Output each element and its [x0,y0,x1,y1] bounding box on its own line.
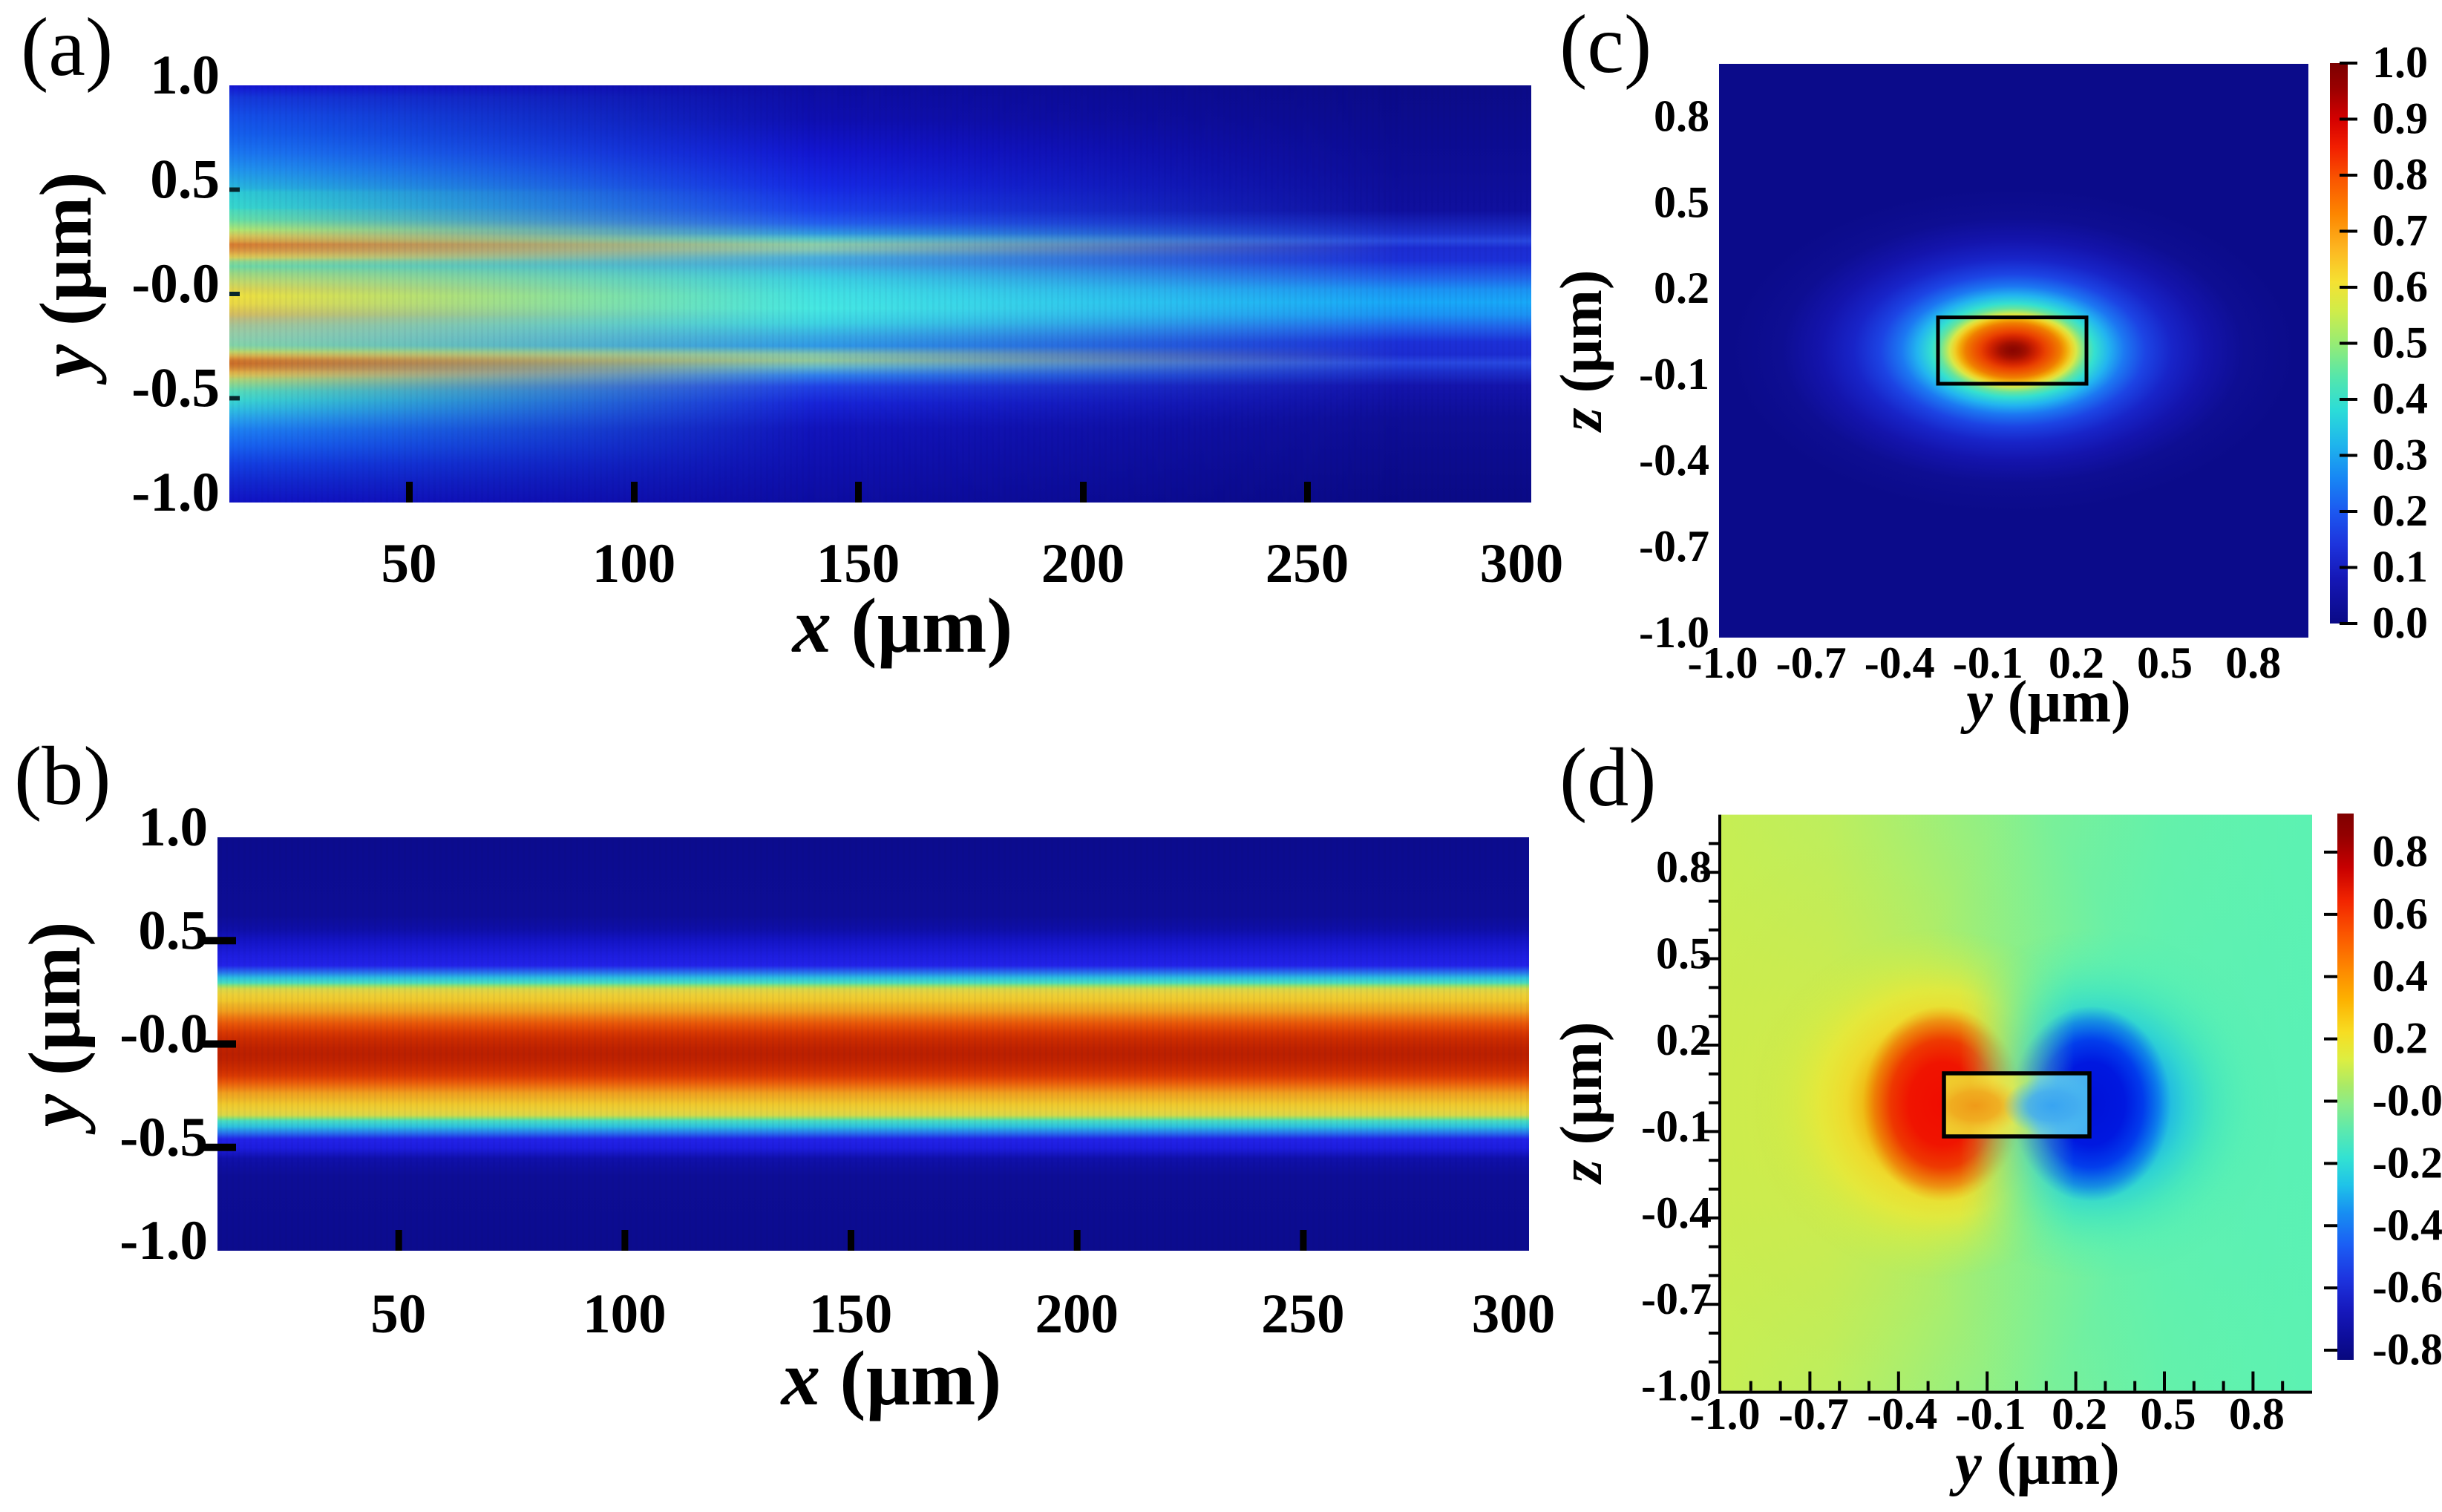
svg-text:0.5: 0.5 [2141,1390,2196,1439]
svg-text:1.0: 1.0 [2372,38,2428,87]
svg-text:0.1: 0.1 [2372,543,2428,592]
svg-text:0.4: 0.4 [2372,952,2428,1001]
svg-text:-0.8: -0.8 [2372,1325,2442,1374]
svg-text:0.5: 0.5 [1654,177,1709,226]
svg-text:-1.0: -1.0 [1641,1361,1712,1410]
svg-text:-0.0: -0.0 [2372,1076,2442,1125]
svg-text:x (µm): x (µm) [780,1335,1002,1421]
svg-text:250: 250 [1266,533,1349,595]
svg-text:0.2: 0.2 [1656,1015,1712,1064]
svg-text:y (µm): y (µm) [13,922,96,1136]
svg-text:-0.5: -0.5 [120,1107,208,1168]
svg-text:-0.1: -0.1 [1639,350,1709,399]
svg-text:0.3: 0.3 [2372,431,2428,480]
svg-text:150: 150 [816,533,900,595]
svg-text:-0.2: -0.2 [2372,1138,2442,1187]
svg-text:300: 300 [1472,1283,1556,1345]
svg-text:200: 200 [1041,533,1125,595]
svg-text:-0.0: -0.0 [131,253,220,315]
svg-text:0.6: 0.6 [2372,262,2428,311]
svg-text:0.8: 0.8 [2372,827,2428,876]
svg-text:0.5: 0.5 [138,900,208,961]
svg-text:-1.0: -1.0 [1690,1390,1761,1439]
svg-text:0.4: 0.4 [2372,374,2428,423]
svg-text:-0.1: -0.1 [1641,1102,1712,1151]
svg-text:0.7: 0.7 [2372,206,2428,255]
svg-text:0.8: 0.8 [1656,842,1712,891]
svg-text:0.8: 0.8 [2229,1390,2285,1439]
svg-text:-0.1: -0.1 [1956,1390,2026,1439]
svg-text:0.2: 0.2 [2372,486,2428,535]
svg-text:-0.0: -0.0 [120,1004,208,1065]
svg-text:z (µm): z (µm) [1549,1021,1614,1185]
svg-text:0.8: 0.8 [2225,638,2281,687]
svg-text:(c): (c) [1559,0,1652,91]
svg-text:0.2: 0.2 [2372,1014,2428,1063]
svg-text:0.5: 0.5 [2372,318,2428,367]
svg-text:0.6: 0.6 [2372,889,2428,938]
svg-text:100: 100 [583,1283,667,1345]
svg-text:-0.4: -0.4 [1865,638,1935,687]
svg-text:150: 150 [809,1283,893,1345]
svg-text:-0.4: -0.4 [1867,1390,1937,1439]
svg-text:-1.0: -1.0 [1688,638,1758,687]
svg-text:y (µm): y (µm) [24,172,107,386]
svg-text:0.2: 0.2 [2049,638,2104,687]
svg-text:-0.5: -0.5 [131,358,220,419]
svg-text:0.0: 0.0 [2372,598,2428,647]
svg-text:0.8: 0.8 [1654,91,1709,140]
svg-text:-0.7: -0.7 [1778,1390,1849,1439]
svg-text:0.5: 0.5 [1656,929,1712,978]
svg-text:-0.7: -0.7 [1639,522,1709,571]
svg-text:y (µm): y (µm) [1948,1432,2120,1497]
svg-text:0.9: 0.9 [2372,94,2428,143]
svg-text:0.5: 0.5 [2137,638,2193,687]
svg-text:-0.4: -0.4 [1641,1188,1712,1237]
svg-text:50: 50 [370,1283,426,1345]
svg-text:-0.7: -0.7 [1641,1274,1712,1323]
svg-text:0.2: 0.2 [2052,1390,2107,1439]
svg-text:(d): (d) [1559,732,1657,824]
svg-text:250: 250 [1261,1283,1345,1345]
svg-text:-0.4: -0.4 [2372,1200,2442,1249]
svg-text:-0.4: -0.4 [1639,436,1709,485]
svg-text:-1.0: -1.0 [1639,608,1709,657]
svg-text:300: 300 [1480,533,1564,595]
svg-text:0.8: 0.8 [2372,150,2428,199]
svg-text:-1.0: -1.0 [120,1210,208,1272]
svg-text:1.0: 1.0 [150,45,220,106]
svg-text:1.0: 1.0 [138,796,208,858]
svg-text:-1.0: -1.0 [131,462,220,523]
svg-text:(b): (b) [14,730,111,822]
svg-text:-0.7: -0.7 [1776,638,1847,687]
svg-text:100: 100 [592,533,676,595]
svg-text:(a): (a) [21,1,113,94]
svg-text:200: 200 [1035,1283,1119,1345]
svg-text:-0.6: -0.6 [2372,1263,2442,1312]
svg-text:y (µm): y (µm) [1960,670,2131,735]
svg-text:z (µm): z (µm) [1549,269,1614,433]
svg-text:0.5: 0.5 [150,149,220,211]
svg-text:x (µm): x (µm) [791,582,1013,669]
svg-text:50: 50 [382,533,437,595]
svg-text:-0.1: -0.1 [1953,638,2023,687]
svg-text:0.2: 0.2 [1654,264,1709,312]
